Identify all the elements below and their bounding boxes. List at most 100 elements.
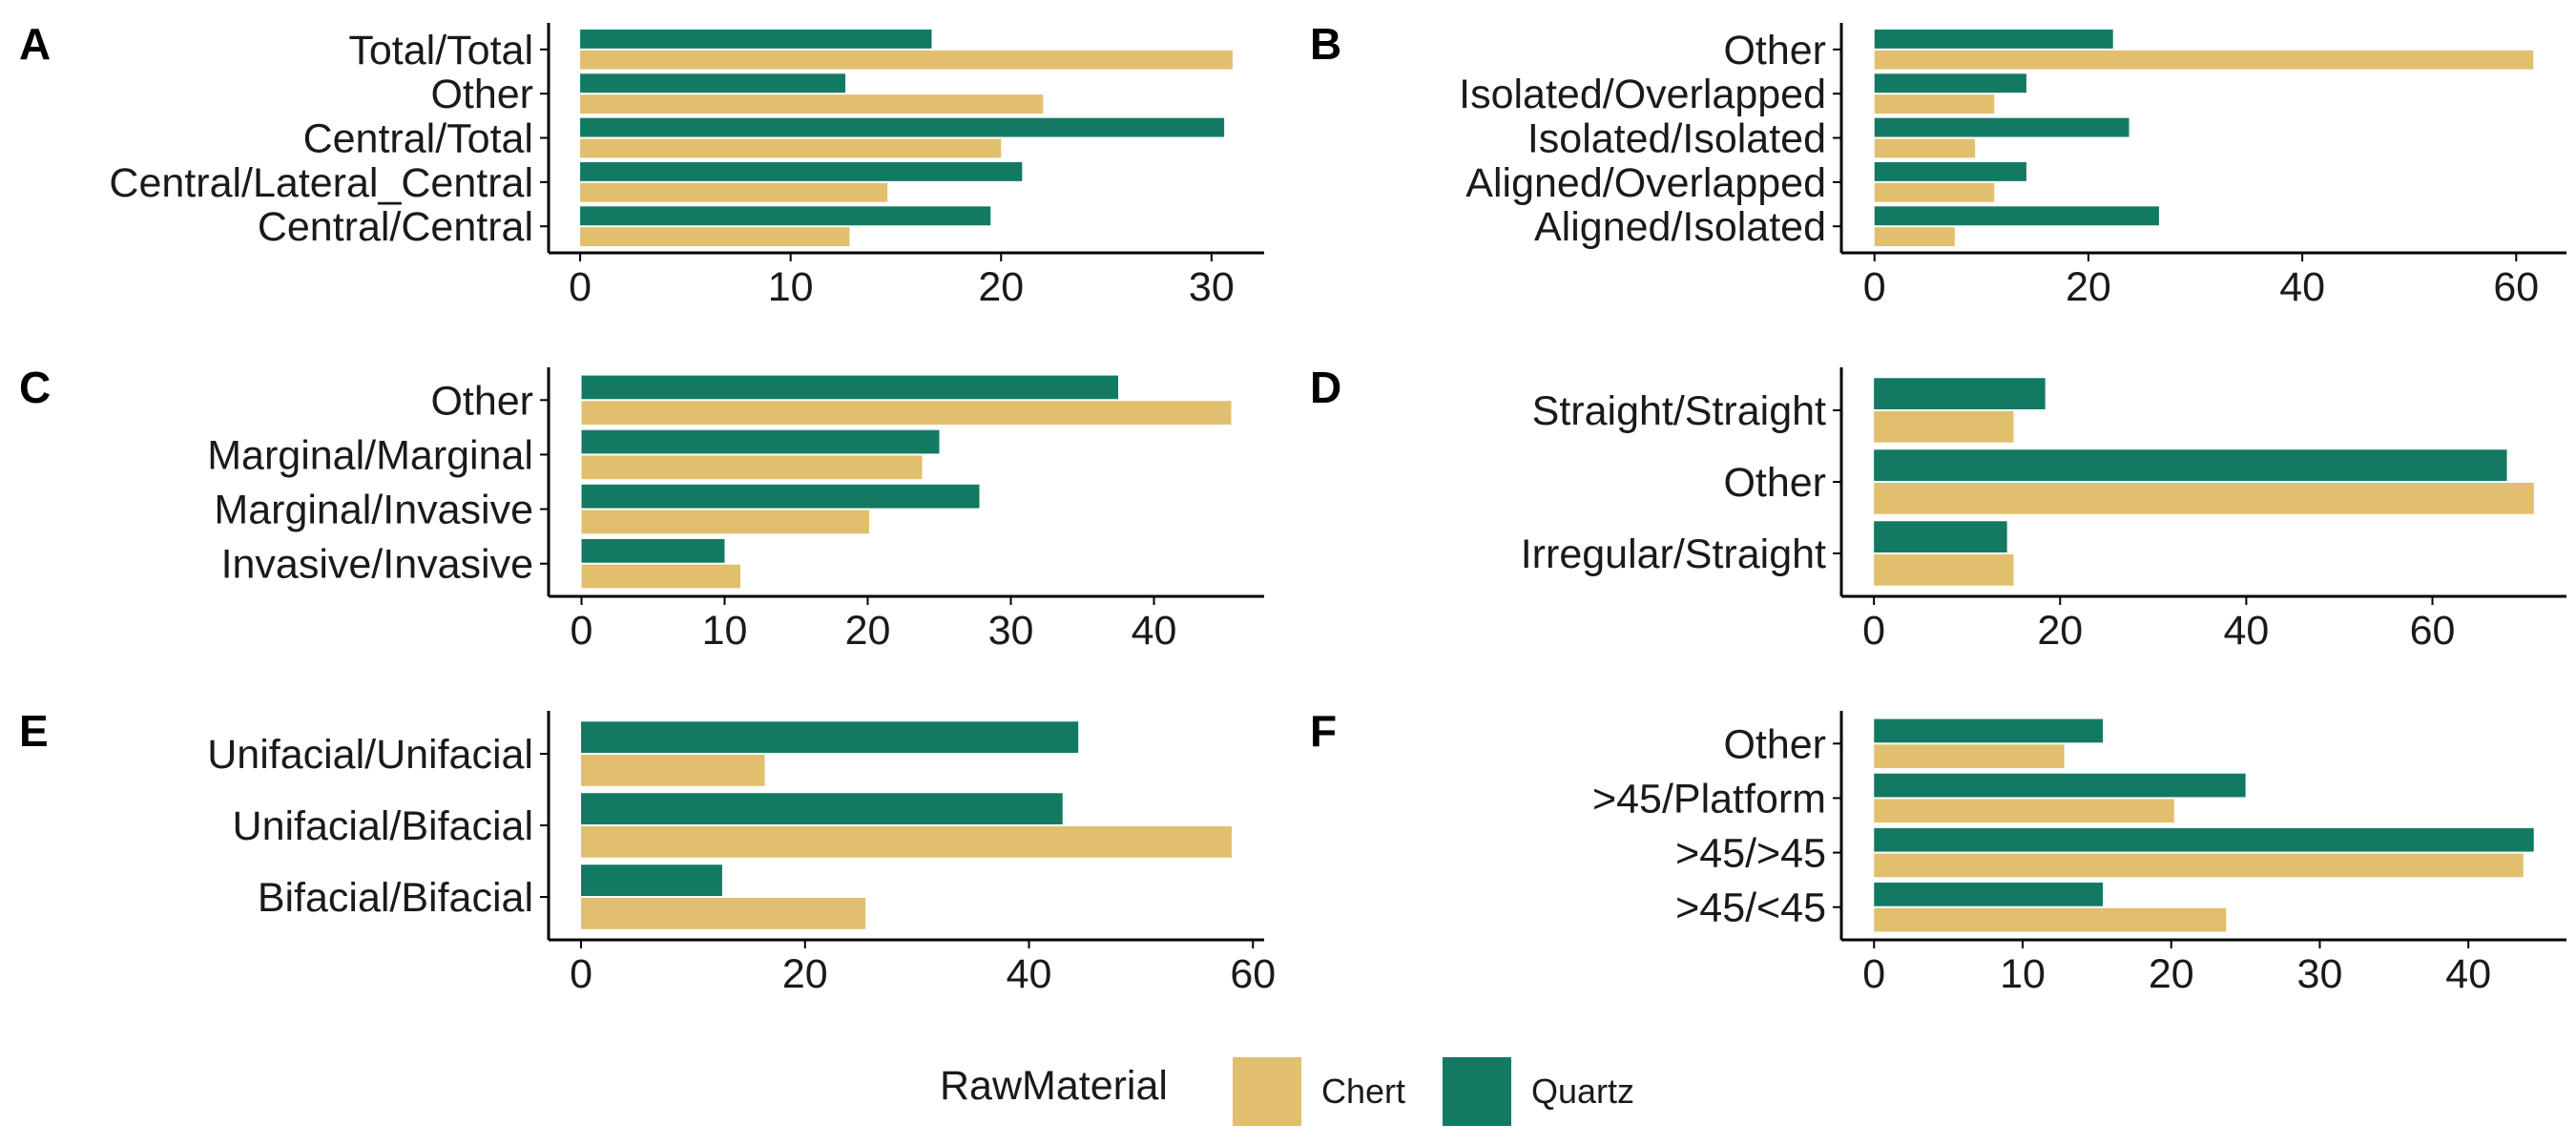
bar-quartz [581,793,1063,824]
x-tick-label: 10 [702,608,748,654]
x-tick-label: 60 [2493,264,2539,310]
legend-swatch-chert [1233,1057,1301,1126]
bar-chert [581,898,866,929]
panel-letter-b: B [1310,19,1341,69]
bar-chert [1874,554,2014,586]
bar-chert [580,94,1044,114]
bar-chert [1874,907,2227,932]
x-tick-label: 20 [978,264,1024,310]
category-label: Marginal/Marginal [207,432,533,478]
bar-chert [1874,94,1995,114]
panel-letter-a: A [19,19,51,69]
category-label: Central/Lateral_Central [109,160,533,206]
x-tick-label: 20 [2066,264,2111,310]
bar-chert [1874,182,1995,202]
bar-quartz [1874,161,2026,181]
x-tick-label: 40 [1132,608,1177,654]
bar-chert [1874,483,2534,514]
category-label: Central/Central [258,204,533,250]
bar-quartz [1874,718,2104,743]
bar-chert [580,138,1002,158]
category-label: >45/Platform [1592,776,1826,822]
x-tick-label: 20 [782,951,828,997]
x-tick-label: 0 [1862,608,1885,654]
x-tick-label: 30 [2297,951,2343,997]
bar-chert [1874,853,2524,878]
x-tick-label: 20 [2149,951,2194,997]
bar-quartz [581,864,722,896]
x-tick-label: 0 [569,264,592,310]
x-tick-label: 40 [1007,951,1052,997]
x-tick-label: 60 [2410,608,2456,654]
bar-chert [1874,411,2014,443]
category-label: >45/<45 [1675,885,1826,931]
bar-chert [580,227,850,247]
bar-quartz [1874,73,2026,94]
bar-quartz [580,117,1225,137]
bar-quartz [581,539,725,563]
x-tick-label: 60 [1230,951,1276,997]
category-label: Other [1723,460,1826,506]
bar-chert [580,182,888,202]
category-label: Bifacial/Bifacial [258,875,533,921]
category-label: Irregular/Straight [1521,531,1826,577]
x-tick-label: 20 [2037,608,2083,654]
bar-quartz [580,161,1023,181]
bar-quartz [580,29,932,49]
category-label: Total/Total [348,28,533,73]
x-tick-label: 40 [2279,264,2325,310]
category-label: Marginal/Invasive [214,488,533,533]
x-tick-label: 20 [845,608,891,654]
category-label: Aligned/Isolated [1534,204,1826,250]
x-tick-label: 0 [1862,951,1885,997]
category-label: Straight/Straight [1532,388,1826,434]
bar-chert [581,755,765,786]
category-label: Other [430,72,533,117]
bar-quartz [581,721,1079,753]
x-tick-label: 30 [1189,264,1235,310]
bar-chert [1874,799,2174,823]
bar-quartz [1874,773,2246,798]
category-label: Isolated/Isolated [1527,116,1826,162]
category-label: Other [1723,28,1826,73]
bar-quartz [1874,521,2007,552]
bar-quartz [580,206,991,226]
bar-quartz [581,375,1118,400]
legend-label-quartz: Quartz [1531,1072,1634,1111]
bar-chert [1874,227,1955,247]
category-label: Invasive/Invasive [221,542,533,588]
x-tick-label: 10 [2000,951,2046,997]
category-label: Other [430,378,533,424]
bar-chert [580,50,1233,70]
x-tick-label: 0 [571,608,593,654]
category-label: >45/>45 [1675,831,1826,877]
panel-letter-f: F [1310,706,1337,756]
x-tick-label: 40 [2223,608,2269,654]
bar-quartz [1874,883,2104,906]
bar-quartz [1874,378,2046,409]
category-label: Other [1723,721,1826,767]
bar-chert [581,401,1232,425]
category-label: Unifacial/Unifacial [207,732,533,778]
x-tick-label: 40 [2445,951,2491,997]
panel-letter-d: D [1310,363,1341,412]
bar-quartz [1874,117,2129,137]
bar-quartz [581,484,980,509]
x-tick-label: 30 [988,608,1034,654]
bar-quartz [1874,29,2113,49]
bar-chert [581,826,1232,858]
panel-letter-c: C [19,363,51,412]
x-tick-label: 0 [1863,264,1886,310]
x-tick-label: 0 [570,951,592,997]
category-label: Aligned/Overlapped [1465,160,1826,206]
bar-chert [581,455,923,480]
panel-letter-e: E [19,706,49,756]
category-label: Unifacial/Bifacial [233,803,533,849]
x-tick-label: 10 [768,264,814,310]
bar-chert [581,510,869,534]
legend-label-chert: Chert [1321,1072,1405,1111]
category-label: Central/Total [303,116,533,162]
bar-quartz [580,73,846,94]
